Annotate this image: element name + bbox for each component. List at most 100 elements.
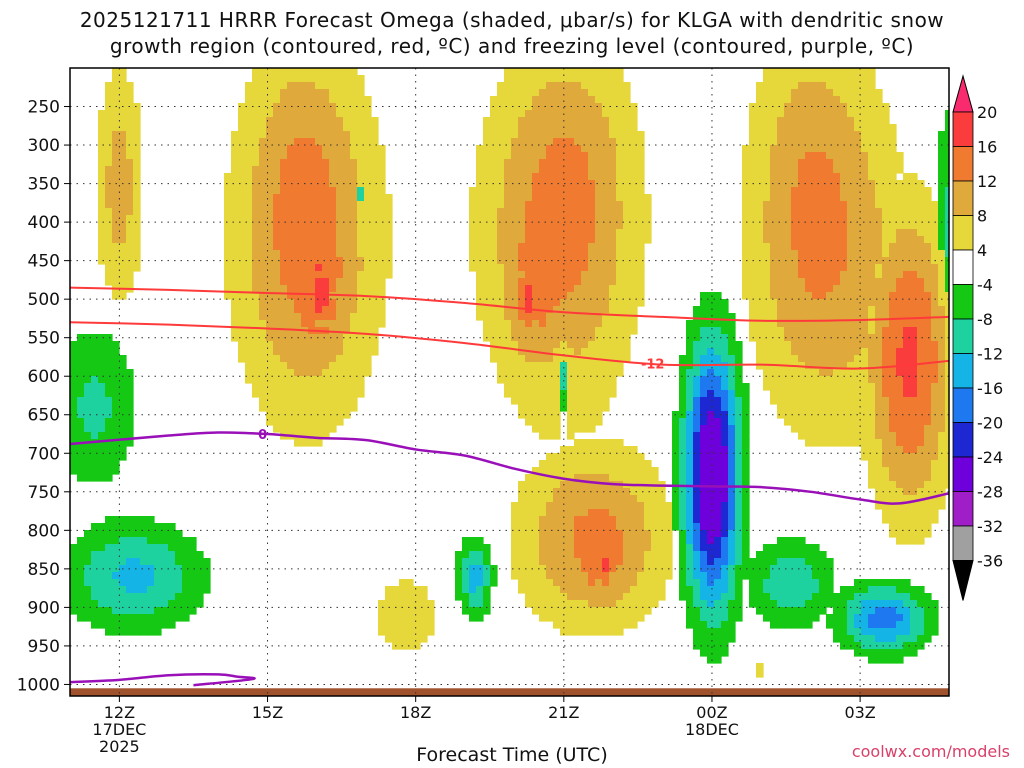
omega-cell — [329, 96, 337, 104]
omega-cell — [707, 355, 715, 363]
omega-cell — [861, 334, 869, 342]
omega-cell — [126, 572, 134, 580]
omega-cell — [238, 334, 246, 342]
omega-cell — [357, 250, 365, 258]
omega-cell — [525, 208, 533, 216]
omega-cell — [763, 166, 771, 174]
omega-cell — [105, 593, 113, 601]
omega-cell — [588, 292, 596, 300]
omega-cell — [98, 439, 106, 447]
omega-cell — [742, 537, 750, 545]
omega-cell — [322, 432, 330, 440]
omega-cell — [742, 551, 750, 559]
omega-cell — [105, 474, 113, 482]
omega-cell — [567, 397, 575, 405]
omega-cell — [266, 145, 274, 153]
omega-cell — [602, 551, 610, 559]
omega-cell — [553, 432, 561, 440]
omega-cell — [630, 257, 638, 265]
omega-cell — [616, 306, 624, 314]
omega-cell — [805, 215, 813, 223]
omega-cell — [77, 614, 85, 622]
omega-cell — [630, 600, 638, 608]
omega-cell — [252, 250, 260, 258]
omega-cell — [266, 390, 274, 398]
omega-cell — [322, 334, 330, 342]
omega-cell — [364, 285, 372, 293]
omega-cell — [574, 544, 582, 552]
omega-cell — [350, 131, 358, 139]
omega-cell — [245, 152, 253, 160]
omega-cell — [812, 551, 820, 559]
omega-cell — [518, 579, 526, 587]
omega-cell — [861, 355, 869, 363]
omega-cell — [336, 418, 344, 426]
omega-cell — [196, 579, 204, 587]
omega-cell — [672, 502, 680, 510]
omega-cell — [616, 509, 624, 517]
omega-cell — [728, 439, 736, 447]
omega-cell — [847, 278, 855, 286]
omega-cell — [770, 264, 778, 272]
omega-cell — [105, 376, 113, 384]
omega-cell — [700, 516, 708, 524]
omega-cell — [693, 488, 701, 496]
omega-cell — [686, 586, 694, 594]
omega-cell — [609, 460, 617, 468]
omega-cell — [532, 369, 540, 377]
omega-cell — [588, 502, 596, 510]
omega-cell — [819, 348, 827, 356]
omega-cell — [294, 390, 302, 398]
omega-cell — [567, 285, 575, 293]
omega-cell — [805, 159, 813, 167]
omega-cell — [539, 390, 547, 398]
omega-cell — [259, 362, 267, 370]
omega-cell — [406, 607, 414, 615]
omega-cell — [91, 446, 99, 454]
omega-cell — [364, 327, 372, 335]
omega-cell — [112, 222, 120, 230]
omega-cell — [560, 362, 568, 370]
omega-cell — [154, 607, 162, 615]
omega-cell — [322, 145, 330, 153]
omega-cell — [854, 264, 862, 272]
omega-cell — [861, 285, 869, 293]
omega-cell — [812, 565, 820, 573]
omega-cell — [224, 229, 232, 237]
omega-cell — [819, 586, 827, 594]
omega-cell — [329, 103, 337, 111]
omega-cell — [287, 152, 295, 160]
omega-cell — [623, 621, 631, 629]
omega-cell — [252, 194, 260, 202]
omega-cell — [707, 614, 715, 622]
omega-cell — [756, 558, 764, 566]
omega-cell — [616, 201, 624, 209]
omega-cell — [147, 516, 155, 524]
omega-cell — [616, 579, 624, 587]
omega-cell — [539, 481, 547, 489]
omega-cell — [644, 523, 652, 531]
omega-cell — [567, 124, 575, 132]
omega-cell — [483, 271, 491, 279]
omega-cell — [840, 278, 848, 286]
omega-cell — [322, 404, 330, 412]
omega-cell — [735, 418, 743, 426]
omega-cell — [364, 320, 372, 328]
omega-cell — [385, 600, 393, 608]
omega-cell — [364, 348, 372, 356]
omega-cell — [686, 530, 694, 538]
omega-cell — [630, 306, 638, 314]
omega-cell — [287, 208, 295, 216]
omega-cell — [637, 593, 645, 601]
omega-cell — [336, 341, 344, 349]
omega-cell — [637, 523, 645, 531]
omega-cell — [840, 425, 848, 433]
omega-cell — [574, 551, 582, 559]
omega-cell — [518, 530, 526, 538]
omega-cell — [847, 131, 855, 139]
omega-cell — [833, 236, 841, 244]
omega-cell — [539, 159, 547, 167]
omega-cell — [784, 215, 792, 223]
omega-cell — [798, 166, 806, 174]
omega-cell — [329, 369, 337, 377]
